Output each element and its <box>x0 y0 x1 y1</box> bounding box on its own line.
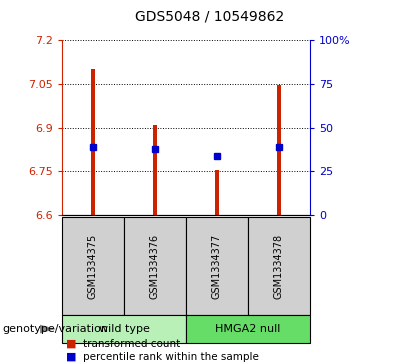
Bar <box>62 217 124 315</box>
Text: GDS5048 / 10549862: GDS5048 / 10549862 <box>135 9 285 23</box>
Bar <box>248 217 310 315</box>
Text: GSM1334378: GSM1334378 <box>274 233 284 298</box>
Text: ■: ■ <box>66 339 77 349</box>
Text: GSM1334376: GSM1334376 <box>150 233 160 298</box>
Text: GSM1334377: GSM1334377 <box>212 233 222 299</box>
Text: genotype/variation: genotype/variation <box>2 324 108 334</box>
Bar <box>62 315 186 343</box>
Text: wild type: wild type <box>99 324 150 334</box>
Text: ■: ■ <box>66 352 77 362</box>
Bar <box>152 125 158 215</box>
Text: HMGA2 null: HMGA2 null <box>215 324 281 334</box>
Bar <box>276 85 281 215</box>
Text: transformed count: transformed count <box>83 339 180 349</box>
Text: percentile rank within the sample: percentile rank within the sample <box>83 352 259 362</box>
Bar <box>215 170 220 215</box>
Polygon shape <box>40 325 56 333</box>
Bar <box>91 69 95 215</box>
Bar <box>124 217 186 315</box>
Bar <box>186 315 310 343</box>
Text: GSM1334375: GSM1334375 <box>88 233 98 299</box>
Bar <box>186 217 248 315</box>
